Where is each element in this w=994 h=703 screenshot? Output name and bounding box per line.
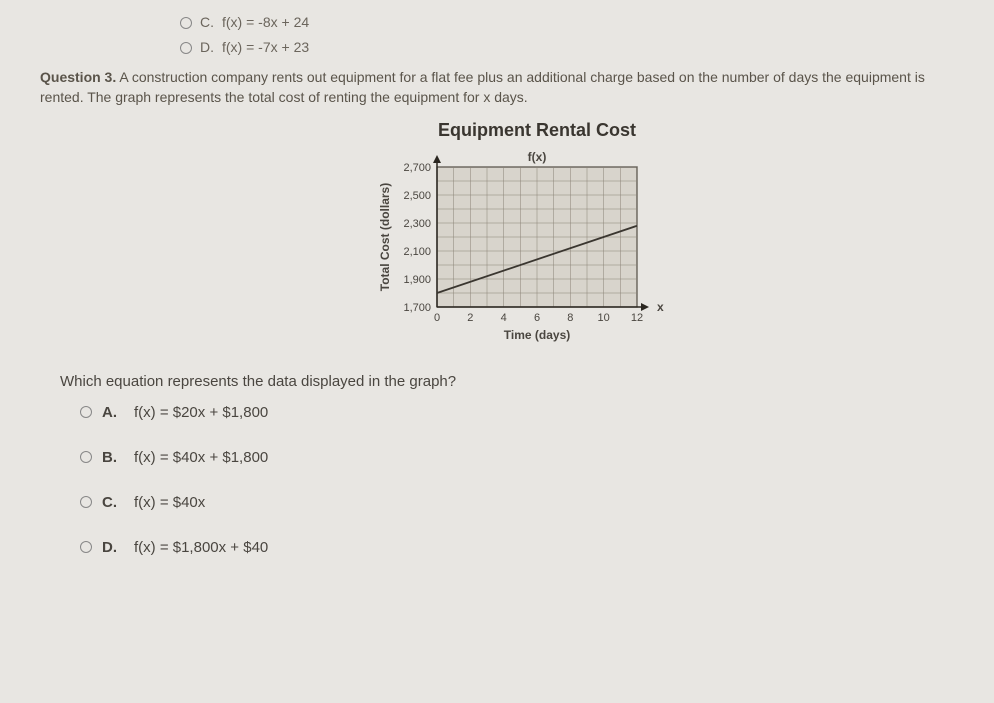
- svg-text:Time (days): Time (days): [504, 328, 570, 342]
- svg-text:1,700: 1,700: [403, 302, 431, 314]
- svg-text:10: 10: [598, 312, 610, 324]
- radio-icon: [180, 17, 192, 29]
- svg-text:6: 6: [534, 312, 540, 324]
- svg-text:0: 0: [434, 312, 440, 324]
- chart-title: Equipment Rental Cost: [120, 120, 954, 141]
- svg-text:2,300: 2,300: [403, 218, 431, 230]
- answer-letter: C.: [102, 494, 124, 511]
- svg-text:2: 2: [467, 312, 473, 324]
- answer-text: f(x) = $40x: [134, 494, 205, 511]
- radio-icon: [80, 406, 92, 418]
- answer-list: A. f(x) = $20x + $1,800 B. f(x) = $40x +…: [80, 404, 954, 556]
- answer-c[interactable]: C. f(x) = $40x: [80, 494, 954, 511]
- answer-letter: B.: [102, 449, 124, 466]
- question-label: Question 3.: [40, 69, 116, 85]
- svg-text:4: 4: [501, 312, 507, 324]
- radio-icon: [80, 541, 92, 553]
- prior-question-options: C. f(x) = -8x + 24 D. f(x) = -7x + 23: [180, 10, 954, 60]
- svg-text:8: 8: [567, 312, 573, 324]
- answer-a[interactable]: A. f(x) = $20x + $1,800: [80, 404, 954, 421]
- radio-icon: [80, 451, 92, 463]
- option-d-row[interactable]: D. f(x) = -7x + 23: [180, 35, 954, 60]
- svg-text:2,500: 2,500: [403, 190, 431, 202]
- svg-text:2,700: 2,700: [403, 162, 431, 174]
- svg-text:x: x: [657, 300, 664, 314]
- answer-b[interactable]: B. f(x) = $40x + $1,800: [80, 449, 954, 466]
- answer-text: f(x) = $40x + $1,800: [134, 449, 268, 466]
- answer-text: f(x) = $1,800x + $40: [134, 539, 268, 556]
- radio-icon: [180, 42, 192, 54]
- answer-letter: A.: [102, 404, 124, 421]
- question-body: A construction company rents out equipme…: [40, 69, 925, 105]
- option-c-row[interactable]: C. f(x) = -8x + 24: [180, 10, 954, 35]
- radio-icon: [80, 496, 92, 508]
- equipment-rental-chart: f(x) 1,700 1,900 2,100 2,300 2,500 2,700 0 2 4 6 8 1…: [357, 145, 697, 355]
- svg-text:1,900: 1,900: [403, 274, 431, 286]
- svg-text:12: 12: [631, 312, 643, 324]
- answer-d[interactable]: D. f(x) = $1,800x + $40: [80, 539, 954, 556]
- option-letter: C.: [200, 10, 214, 35]
- option-expr: f(x) = -7x + 23: [222, 35, 309, 60]
- option-letter: D.: [200, 35, 214, 60]
- svg-text:Total Cost (dollars): Total Cost (dollars): [378, 182, 392, 290]
- svg-text:f(x): f(x): [528, 150, 547, 164]
- chart-container: f(x) 1,700 1,900 2,100 2,300 2,500 2,700 0 2 4 6 8 1…: [100, 145, 954, 355]
- option-expr: f(x) = -8x + 24: [222, 10, 309, 35]
- answer-letter: D.: [102, 539, 124, 556]
- svg-text:2,100: 2,100: [403, 246, 431, 258]
- question-prompt: Which equation represents the data displ…: [60, 373, 954, 390]
- question-text-block: Question 3. A construction company rents…: [40, 68, 954, 107]
- answer-text: f(x) = $20x + $1,800: [134, 404, 268, 421]
